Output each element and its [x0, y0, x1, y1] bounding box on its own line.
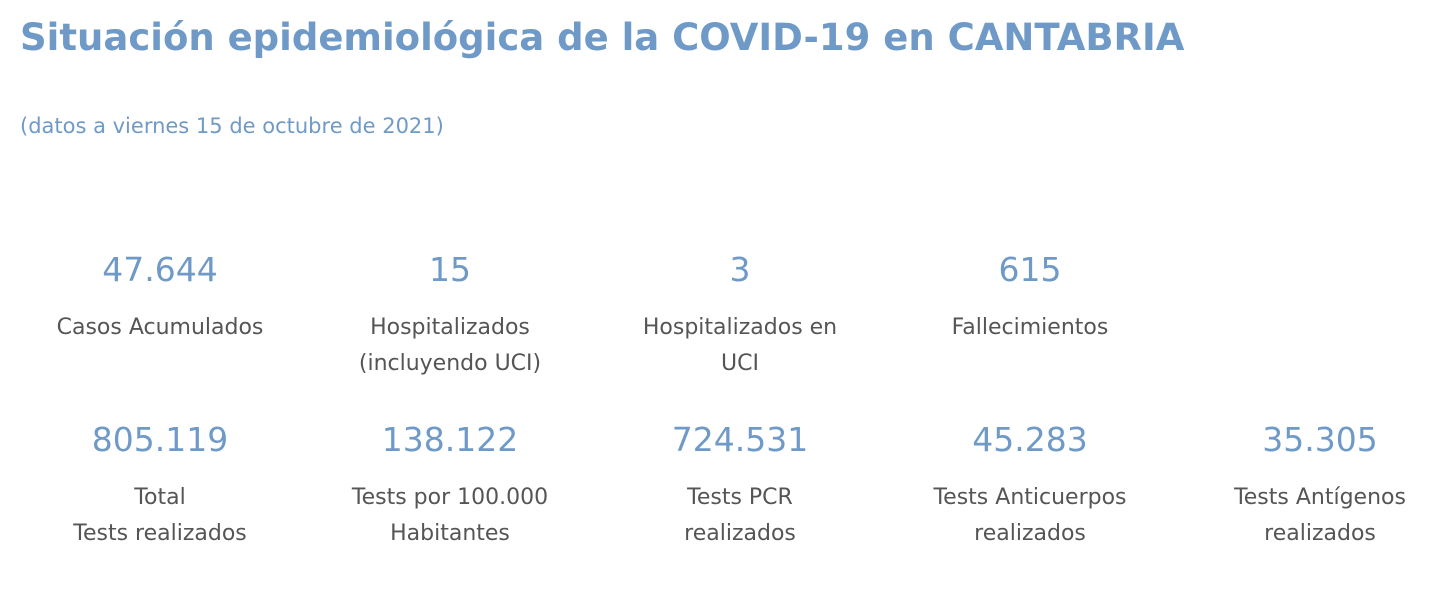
- stat-label: Tests Anticuerpos realizados: [933, 485, 1127, 546]
- stat-tests-por-100000: 138.122 Tests por 100.000 Habitantes: [315, 420, 585, 552]
- stat-tests-pcr: 724.531 Tests PCR realizados: [605, 420, 875, 552]
- stat-value: 47.644: [102, 250, 218, 289]
- stat-hospitalizados-uci: 3 Hospitalizados en UCI: [605, 250, 875, 382]
- stat-label: Total Tests realizados: [73, 485, 247, 546]
- stat-hospitalizados: 15 Hospitalizados (incluyendo UCI): [315, 250, 585, 382]
- stat-tests-antigenos: 35.305 Tests Antígenos realizados: [1185, 420, 1430, 552]
- stat-label: Tests por 100.000 Habitantes: [351, 485, 549, 546]
- stat-value: 45.283: [972, 420, 1088, 459]
- stat-value: 805.119: [91, 420, 229, 459]
- stat-total-tests: 805.119 Total Tests realizados: [25, 420, 295, 552]
- stat-label: Tests PCR realizados: [684, 485, 796, 546]
- stat-fallecimientos: 615 Fallecimientos: [895, 250, 1165, 346]
- stat-label: Casos Acumulados: [56, 315, 264, 340]
- stat-value: 3: [729, 250, 751, 289]
- stat-label: Fallecimientos: [951, 315, 1109, 340]
- stat-value: 724.531: [671, 420, 809, 459]
- stat-tests-anticuerpos: 45.283 Tests Anticuerpos realizados: [895, 420, 1165, 552]
- stat-label: Tests Antígenos realizados: [1234, 485, 1406, 546]
- stat-value: 35.305: [1262, 420, 1378, 459]
- stat-casos-acumulados: 47.644 Casos Acumulados: [25, 250, 295, 346]
- stat-label: Hospitalizados en UCI: [642, 315, 838, 376]
- stat-label: Hospitalizados (incluyendo UCI): [358, 315, 542, 376]
- stat-value: 615: [998, 250, 1062, 289]
- page-title: Situación epidemiológica de la COVID-19 …: [20, 16, 1185, 59]
- stat-value: 138.122: [381, 420, 519, 459]
- stat-value: 15: [429, 250, 471, 289]
- data-date-subtitle: (datos a viernes 15 de octubre de 2021): [20, 114, 444, 138]
